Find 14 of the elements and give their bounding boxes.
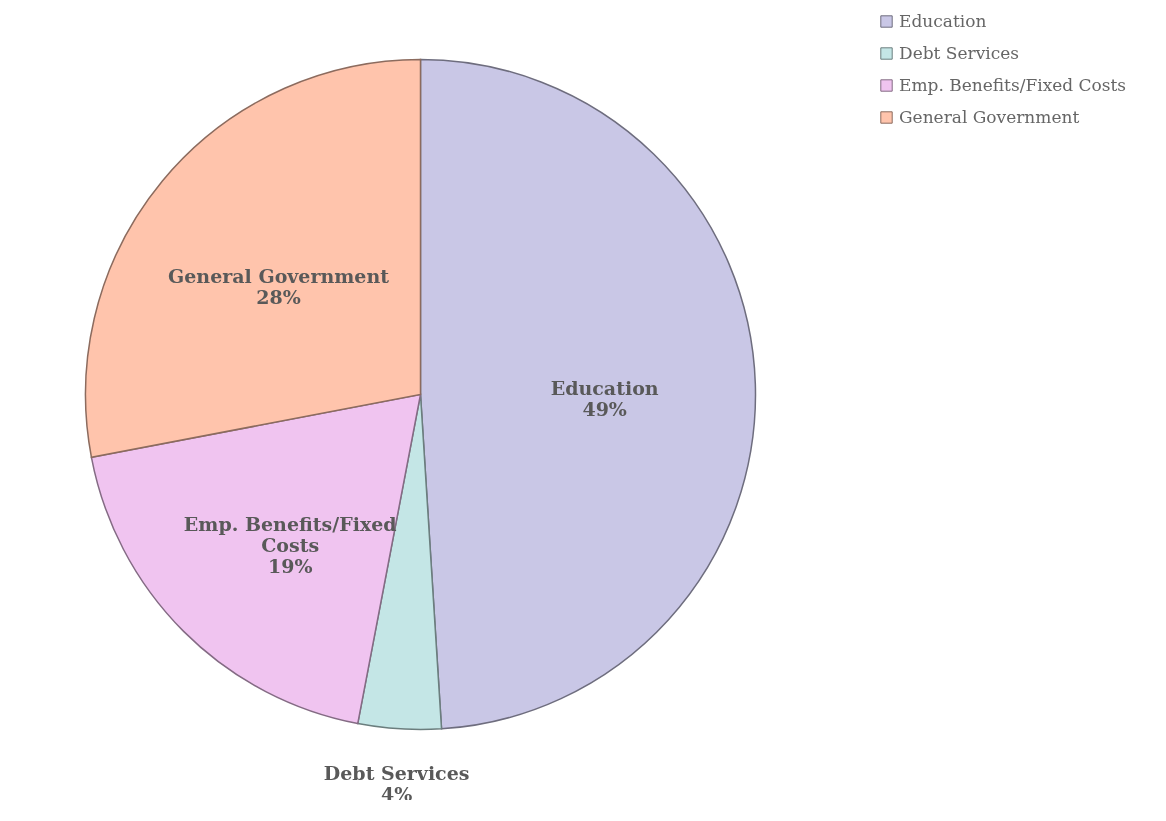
slice-label: Education xyxy=(550,376,659,399)
data-label: 19% xyxy=(267,554,313,577)
slice-label: General Government xyxy=(168,265,390,288)
pie-slice xyxy=(90,393,422,725)
legend-label: Emp. Benefits/Fixed Costs xyxy=(899,74,1127,95)
legend-label: Debt Services xyxy=(899,42,1019,63)
slice-label: Debt Services xyxy=(323,761,470,784)
data-label: 28% xyxy=(256,286,301,309)
slice-label: Emp. Benefits/Fixed Costs xyxy=(183,512,397,556)
pie-slice xyxy=(85,58,422,459)
legend-label: General Government xyxy=(899,106,1080,127)
data-label: 49% xyxy=(582,397,627,420)
legend-label: Education xyxy=(899,10,987,31)
pie-slice xyxy=(419,58,757,730)
